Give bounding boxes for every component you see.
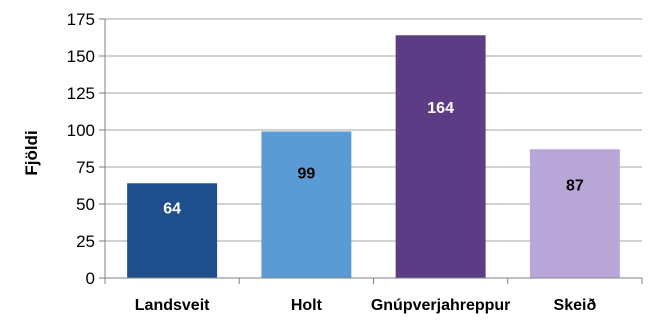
data-label: 164 <box>427 100 454 117</box>
bars <box>127 35 620 278</box>
bar-landsveit <box>127 183 218 278</box>
y-tick-label: 100 <box>67 121 95 140</box>
y-tick-label: 25 <box>76 232 95 251</box>
y-axis-title: Fjöldi <box>22 130 41 175</box>
bar-holt <box>261 131 352 278</box>
labels: 0 25 50 75 100 125 150 175 64 Landsveit 99 Holt 164 G… <box>67 10 597 314</box>
x-category-label: Landsveit <box>135 297 210 314</box>
axes <box>99 18 643 284</box>
x-category-label: Holt <box>291 297 323 314</box>
bar-skeið <box>529 149 620 278</box>
data-label: 87 <box>566 177 584 194</box>
y-tick-label: 50 <box>76 195 95 214</box>
y-tick-label: 150 <box>67 47 95 66</box>
y-tick-label: 0 <box>86 269 95 288</box>
bar-gnúpverjahreppur <box>395 35 486 278</box>
y-tick-label: 125 <box>67 84 95 103</box>
y-tick-label: 175 <box>67 10 95 29</box>
data-label: 99 <box>297 165 315 182</box>
data-label: 64 <box>163 201 181 218</box>
x-category-label: Skeið <box>554 297 597 314</box>
x-category-label: Gnúpverjahreppur <box>371 297 511 314</box>
y-tick-label: 75 <box>76 158 95 177</box>
